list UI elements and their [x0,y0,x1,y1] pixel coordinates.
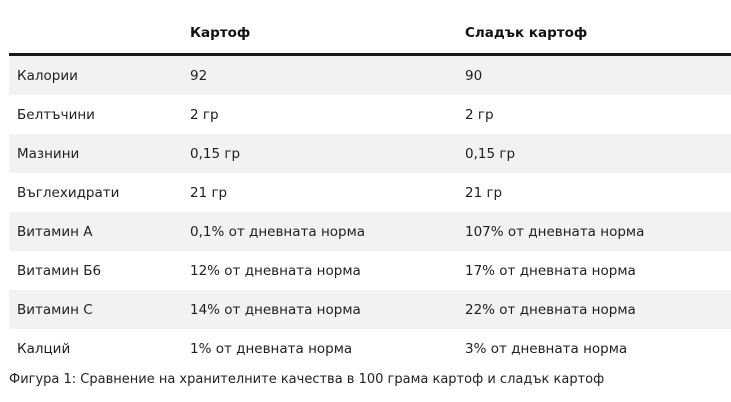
sweet-potato-value: 3% от дневната норма [465,340,628,357]
table-row: Мазнини 0,15 гр 0,15 гр [9,134,731,173]
row-label: Витамин А [17,223,93,240]
figure-caption: Фигура 1: Сравнение на хранителните каче… [9,372,605,387]
table-row: Белтъчини 2 гр 2 гр [9,95,731,134]
header-cell-sweet-potato: Сладък картоф [465,25,588,41]
sweet-potato-value: 22% от дневната норма [465,301,636,318]
potato-value: 2 гр [190,106,219,123]
row-label: Калории [17,67,78,84]
table-row: Витамин С 14% от дневната норма 22% от д… [9,290,731,329]
potato-value: 0,15 гр [190,145,241,162]
table-row: Витамин А 0,1% от дневната норма 107% от… [9,212,731,251]
sweet-potato-value: 90 [465,67,483,84]
table-row: Въглехидрати 21 гр 21 гр [9,173,731,212]
table-row: Калций 1% от дневната норма 3% от дневна… [9,329,731,368]
potato-value: 92 [190,67,208,84]
sweet-potato-value: 107% от дневната норма [465,223,645,240]
potato-value: 12% от дневната норма [190,262,361,279]
potato-value: 0,1% от дневната норма [190,223,366,240]
nutrition-comparison-table: Картоф Сладък картоф Калории 92 90 Белтъ… [9,13,731,368]
potato-value: 1% от дневната норма [190,340,353,357]
row-label: Витамин Б6 [17,262,102,279]
header-cell-potato: Картоф [190,25,251,41]
row-label: Калций [17,340,71,357]
sweet-potato-value: 2 гр [465,106,494,123]
table-row: Витамин Б6 12% от дневната норма 17% от … [9,251,731,290]
row-label: Въглехидрати [17,184,120,201]
sweet-potato-value: 0,15 гр [465,145,516,162]
row-label: Мазнини [17,145,80,162]
sweet-potato-value: 21 гр [465,184,503,201]
potato-value: 21 гр [190,184,228,201]
row-label: Витамин С [17,301,93,318]
table-row: Калории 92 90 [9,56,731,95]
table-header-row: Картоф Сладък картоф [9,13,731,56]
row-label: Белтъчини [17,106,95,123]
potato-value: 14% от дневната норма [190,301,361,318]
sweet-potato-value: 17% от дневната норма [465,262,636,279]
